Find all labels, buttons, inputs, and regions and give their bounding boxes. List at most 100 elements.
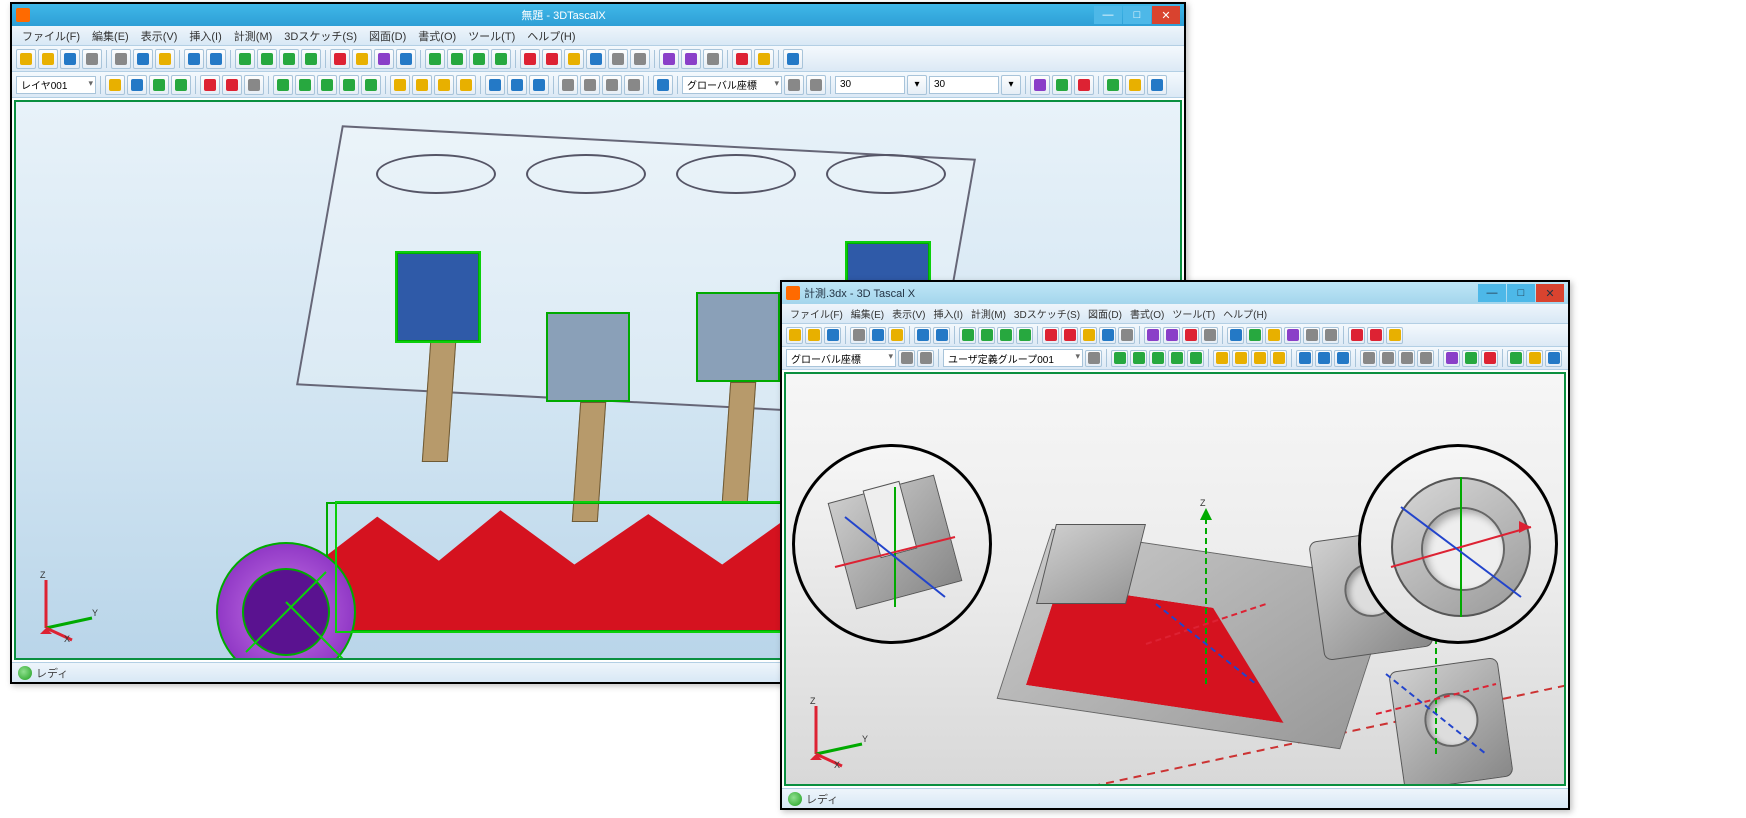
tool-icon[interactable] bbox=[580, 75, 600, 95]
redo-icon[interactable] bbox=[206, 49, 226, 69]
section-icon[interactable] bbox=[1099, 327, 1116, 344]
section-icon[interactable] bbox=[564, 49, 584, 69]
menu-tools[interactable]: ツール(T) bbox=[1168, 305, 1219, 322]
close-button[interactable]: ✕ bbox=[1152, 6, 1180, 24]
menu-edit[interactable]: 編集(E) bbox=[86, 26, 135, 46]
new-icon[interactable] bbox=[786, 327, 803, 344]
tool-icon[interactable] bbox=[295, 75, 315, 95]
section-icon[interactable] bbox=[542, 49, 562, 69]
tool-icon[interactable] bbox=[1443, 350, 1460, 367]
titlebar[interactable]: 無題 - 3DTascalX — □ ✕ bbox=[12, 4, 1184, 26]
tool-icon[interactable] bbox=[1322, 327, 1339, 344]
stepper-icon[interactable]: ▾ bbox=[1001, 75, 1021, 95]
3d-viewport[interactable]: Z bbox=[784, 372, 1566, 786]
close-button[interactable]: ✕ bbox=[1536, 284, 1564, 302]
measure-icon[interactable] bbox=[659, 49, 679, 69]
tool-icon[interactable] bbox=[1481, 350, 1498, 367]
section-icon[interactable] bbox=[1061, 327, 1078, 344]
stop-icon[interactable] bbox=[754, 49, 774, 69]
menu-view[interactable]: 表示(V) bbox=[888, 305, 929, 322]
save-icon[interactable] bbox=[824, 327, 841, 344]
layer-icon[interactable] bbox=[330, 49, 350, 69]
print-icon[interactable] bbox=[82, 49, 102, 69]
tool-icon[interactable] bbox=[653, 75, 673, 95]
tool-icon[interactable] bbox=[1251, 350, 1268, 367]
redo-icon[interactable] bbox=[933, 327, 950, 344]
menu-drawing[interactable]: 図面(D) bbox=[1084, 305, 1126, 322]
tool-icon[interactable] bbox=[1270, 350, 1287, 367]
view-mode-icon[interactable] bbox=[235, 49, 255, 69]
tool-icon[interactable] bbox=[1147, 75, 1167, 95]
tool-icon[interactable] bbox=[222, 75, 242, 95]
tool-icon[interactable] bbox=[1507, 350, 1524, 367]
tool-icon[interactable] bbox=[1526, 350, 1543, 367]
layer-combo[interactable]: レイヤ001 bbox=[16, 76, 96, 94]
measure-icon[interactable] bbox=[1144, 327, 1161, 344]
tool-icon[interactable] bbox=[1379, 350, 1396, 367]
minimize-button[interactable]: — bbox=[1478, 284, 1506, 302]
value-a-input[interactable] bbox=[835, 76, 905, 94]
measure-icon[interactable] bbox=[1201, 327, 1218, 344]
section-icon[interactable] bbox=[630, 49, 650, 69]
menu-file[interactable]: ファイル(F) bbox=[786, 305, 847, 322]
menu-format[interactable]: 書式(O) bbox=[1126, 305, 1168, 322]
tool-icon[interactable] bbox=[1398, 350, 1415, 367]
menu-file[interactable]: ファイル(F) bbox=[16, 26, 86, 46]
section-icon[interactable] bbox=[520, 49, 540, 69]
display-green-icon[interactable] bbox=[447, 49, 467, 69]
cut-icon[interactable] bbox=[111, 49, 131, 69]
menu-tools[interactable]: ツール(T) bbox=[462, 26, 521, 46]
tool-icon[interactable] bbox=[1125, 75, 1145, 95]
save-icon[interactable] bbox=[60, 49, 80, 69]
section-icon[interactable] bbox=[1080, 327, 1097, 344]
menu-insert[interactable]: 挿入(I) bbox=[929, 305, 966, 322]
menu-view[interactable]: 表示(V) bbox=[135, 26, 184, 46]
layer-icon[interactable] bbox=[374, 49, 394, 69]
tool-icon[interactable] bbox=[361, 75, 381, 95]
display-green-icon[interactable] bbox=[959, 327, 976, 344]
tool-icon[interactable] bbox=[171, 75, 191, 95]
tool-icon[interactable] bbox=[1213, 350, 1230, 367]
view-mode-icon[interactable] bbox=[257, 49, 277, 69]
layer-icon[interactable] bbox=[396, 49, 416, 69]
tool-icon[interactable] bbox=[1284, 327, 1301, 344]
cut-icon[interactable] bbox=[850, 327, 867, 344]
coord-icon[interactable] bbox=[898, 350, 915, 367]
help-icon[interactable] bbox=[783, 49, 803, 69]
measure-icon[interactable] bbox=[1182, 327, 1199, 344]
tool-icon[interactable] bbox=[507, 75, 527, 95]
tool-icon[interactable] bbox=[1232, 350, 1249, 367]
undo-icon[interactable] bbox=[914, 327, 931, 344]
tool-icon[interactable] bbox=[1149, 350, 1166, 367]
coord-icon[interactable] bbox=[806, 75, 826, 95]
tool-icon[interactable] bbox=[1265, 327, 1282, 344]
menu-measure[interactable]: 計測(M) bbox=[967, 305, 1010, 322]
tool-icon[interactable] bbox=[1462, 350, 1479, 367]
copy-icon[interactable] bbox=[869, 327, 886, 344]
tool-icon[interactable] bbox=[1168, 350, 1185, 367]
tool-icon[interactable] bbox=[339, 75, 359, 95]
record-icon[interactable] bbox=[732, 49, 752, 69]
tool-icon[interactable] bbox=[1417, 350, 1434, 367]
menu-drawing[interactable]: 図面(D) bbox=[363, 26, 412, 46]
tool-icon[interactable] bbox=[624, 75, 644, 95]
measure-icon[interactable] bbox=[681, 49, 701, 69]
tool-icon[interactable] bbox=[273, 75, 293, 95]
menu-3dsketch[interactable]: 3Dスケッチ(S) bbox=[1010, 305, 1084, 322]
display-green-icon[interactable] bbox=[997, 327, 1014, 344]
paste-icon[interactable] bbox=[888, 327, 905, 344]
maximize-button[interactable]: □ bbox=[1123, 6, 1151, 24]
tool-icon[interactable] bbox=[317, 75, 337, 95]
tool-icon[interactable] bbox=[200, 75, 220, 95]
coord-combo[interactable]: グローバル座標 bbox=[682, 76, 782, 94]
measure-icon[interactable] bbox=[703, 49, 723, 69]
menu-measure[interactable]: 計測(M) bbox=[228, 26, 279, 46]
tool-icon[interactable] bbox=[558, 75, 578, 95]
display-green-icon[interactable] bbox=[1016, 327, 1033, 344]
tool-icon[interactable] bbox=[244, 75, 264, 95]
tool-icon[interactable] bbox=[1296, 350, 1313, 367]
group-icon[interactable] bbox=[1085, 350, 1102, 367]
section-icon[interactable] bbox=[608, 49, 628, 69]
menu-insert[interactable]: 挿入(I) bbox=[183, 26, 227, 46]
coord-icon[interactable] bbox=[917, 350, 934, 367]
